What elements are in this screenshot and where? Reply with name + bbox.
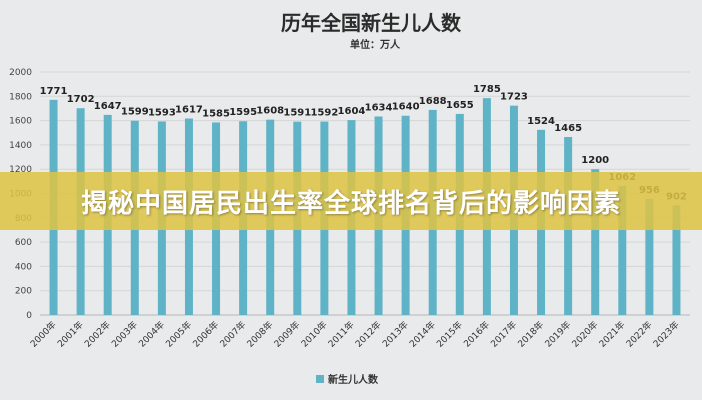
y-tick-label: 400 (15, 262, 32, 272)
data-label: 1640 (392, 102, 420, 113)
y-tick-label: 1800 (9, 92, 32, 102)
data-label: 1634 (365, 102, 393, 113)
data-label: 1702 (67, 94, 95, 105)
data-label: 1585 (202, 108, 230, 119)
x-tick-label: 2005年 (163, 319, 194, 350)
data-label: 1200 (581, 155, 609, 166)
overlay-banner: 揭秘中国居民出生率全球排名背后的影响因素 (0, 172, 702, 230)
legend-swatch (316, 375, 324, 383)
y-tick-label: 1600 (9, 117, 32, 127)
y-tick-label: 200 (15, 287, 32, 297)
legend-label: 新生儿人数 (328, 373, 379, 386)
y-tick-label: 2000 (9, 68, 32, 78)
x-tick-label: 2016年 (461, 319, 492, 350)
x-tick-label: 2020年 (569, 319, 600, 350)
data-label: 1599 (121, 107, 149, 118)
legend: 新生儿人数 (316, 373, 379, 386)
bar (672, 205, 681, 315)
x-tick-label: 2021年 (596, 319, 627, 350)
chart-subtitle: 单位：万人 (350, 38, 401, 51)
data-label: 1655 (446, 100, 474, 111)
data-label: 1524 (527, 116, 555, 127)
data-label: 1608 (256, 106, 284, 117)
data-label: 1592 (310, 108, 338, 119)
data-label: 1785 (473, 84, 501, 95)
x-tick-label: 2019年 (542, 319, 573, 350)
x-tick-label: 2009年 (271, 319, 302, 350)
data-label: 1647 (94, 101, 122, 112)
bar (618, 185, 627, 315)
x-tick-label: 2008年 (244, 319, 275, 350)
x-tick-label: 2015年 (434, 319, 465, 350)
data-label: 1617 (175, 105, 203, 116)
x-tick-label: 2023年 (651, 319, 682, 350)
x-tick-label: 2007年 (217, 319, 248, 350)
x-tick-label: 2004年 (136, 319, 167, 350)
data-label: 1595 (229, 107, 257, 118)
x-tick-label: 2014年 (407, 319, 438, 350)
data-label: 1723 (500, 92, 528, 103)
x-tick-label: 2018年 (515, 319, 546, 350)
x-tick-label: 2011年 (326, 319, 357, 350)
y-tick-label: 0 (26, 311, 32, 321)
x-tick-label: 2003年 (109, 319, 140, 350)
x-axis: 2000年2001年2002年2003年2004年2005年2006年2007年… (28, 319, 682, 350)
data-label: 1465 (554, 123, 582, 134)
y-tick-label: 1400 (9, 141, 32, 151)
y-tick-label: 1200 (9, 165, 32, 175)
x-tick-label: 2010年 (298, 319, 329, 350)
bar (591, 169, 600, 315)
data-label: 1771 (40, 86, 68, 97)
chart-title: 历年全国新生儿人数 (281, 11, 462, 35)
x-tick-label: 2017年 (488, 319, 519, 350)
x-tick-label: 2002年 (82, 319, 113, 350)
data-label: 1688 (419, 96, 447, 107)
x-tick-label: 2012年 (353, 319, 384, 350)
x-tick-label: 2000年 (28, 319, 59, 350)
x-tick-label: 2022年 (623, 319, 654, 350)
bar (645, 198, 654, 315)
x-tick-label: 2001年 (55, 319, 86, 350)
banner-text: 揭秘中国居民出生率全球排名背后的影响因素 (80, 188, 621, 219)
x-tick-label: 2006年 (190, 319, 221, 350)
data-label: 1604 (338, 106, 366, 117)
y-tick-label: 600 (15, 238, 32, 248)
data-label: 1591 (283, 108, 311, 119)
x-tick-label: 2013年 (380, 319, 411, 350)
data-label: 1593 (148, 107, 176, 118)
